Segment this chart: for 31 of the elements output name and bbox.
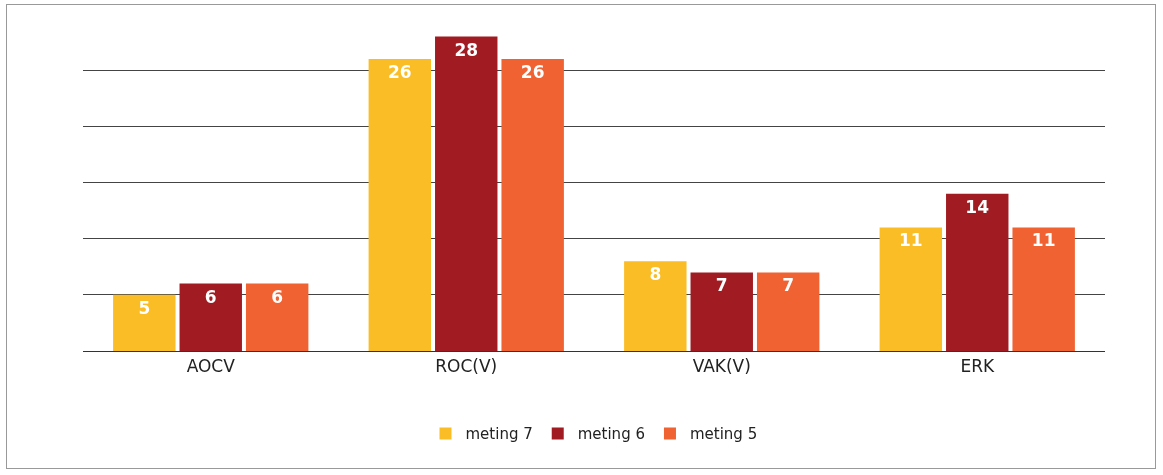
legend-label: meting 7 [465,425,533,444]
data-label: 7 [715,275,728,296]
bar [179,283,242,351]
data-label: 14 [965,196,990,217]
data-label: 11 [898,230,923,251]
bar [368,59,432,351]
bar [113,294,176,351]
data-label: 28 [454,39,479,60]
bar [624,261,687,351]
legend-label: meting 6 [577,425,645,444]
x-tick-label: ROC(V) [435,356,498,377]
data-label: 6 [271,286,284,307]
legend-label: meting 5 [689,425,758,444]
bar [946,193,1009,351]
bar [1012,227,1075,351]
bar [435,36,498,351]
x-tick-label: VAK(V) [692,356,751,377]
data-label: 6 [204,286,217,307]
data-label: 7 [782,275,795,296]
bar [756,272,820,351]
data-label: 8 [649,264,662,285]
bar [501,59,564,351]
x-tick-label: AOCV [186,356,236,377]
data-label: 11 [1031,230,1056,251]
data-label: 5 [138,297,151,318]
bar [245,283,309,351]
bar [690,272,753,351]
x-tick-label: ERK [960,356,995,377]
data-label: 26 [387,62,412,83]
data-label: 26 [520,62,545,83]
bar [879,227,943,351]
